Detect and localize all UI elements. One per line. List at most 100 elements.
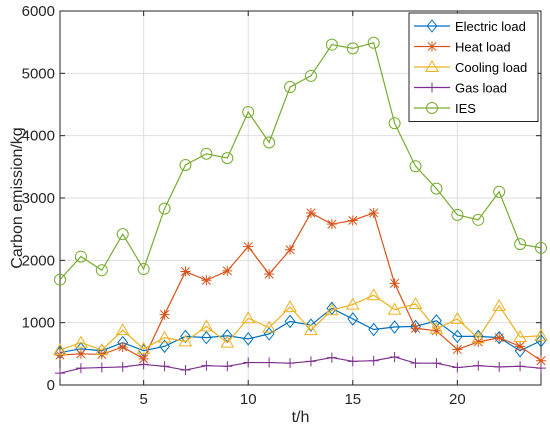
data-point-marker (536, 363, 546, 374)
data-point-marker (262, 320, 276, 333)
legend: Electric load Heat load Cooling load Gas lo… (408, 12, 539, 122)
data-point-marker (389, 320, 401, 334)
data-point-marker (389, 351, 400, 362)
data-point-marker (201, 275, 212, 286)
x-tick-label: 20 (449, 391, 466, 408)
data-point-marker (347, 215, 358, 226)
data-point-marker (54, 273, 66, 286)
data-point-marker (222, 265, 233, 276)
data-point-marker (493, 330, 505, 345)
data-point-marker (429, 321, 444, 334)
data-point-marker (368, 207, 379, 218)
data-point-marker (346, 42, 359, 55)
data-point-marker (425, 59, 439, 72)
data-point-marker (367, 36, 380, 49)
data-point-marker (199, 319, 214, 332)
data-point-marker (157, 330, 172, 343)
series-layer (53, 36, 548, 379)
legend-item: Heat load (414, 40, 511, 55)
data-point-marker (513, 329, 527, 343)
data-point-marker (201, 360, 212, 371)
data-point-marker (242, 332, 254, 346)
x-tick-label: 15 (344, 391, 361, 408)
data-point-marker (284, 314, 296, 329)
legend-label: Heat load (455, 40, 511, 55)
series-line (59, 42, 542, 281)
data-point-marker (347, 356, 358, 367)
series-line (59, 356, 542, 374)
data-point-marker (347, 312, 359, 326)
x-tick-label: 5 (139, 391, 147, 408)
data-point-marker (494, 361, 505, 372)
data-point-marker (345, 297, 360, 310)
data-point-marker (96, 362, 107, 373)
data-point-marker (387, 302, 402, 315)
y-axis-title: Carbon emission/kg (9, 127, 26, 268)
y-tick-label: 3000 (22, 190, 55, 207)
data-point-marker (305, 356, 316, 367)
data-point-marker (137, 263, 150, 276)
data-point-marker (408, 296, 423, 309)
series-cooling-load (53, 288, 548, 356)
data-point-marker (388, 117, 401, 130)
data-point-marker (451, 329, 463, 344)
data-point-marker (427, 82, 437, 93)
data-point-marker (117, 361, 128, 372)
data-point-marker (452, 362, 463, 373)
data-point-marker (55, 368, 65, 379)
data-point-marker (431, 358, 442, 369)
legend-label: Electric load (455, 19, 526, 34)
y-tick-label: 0 (47, 377, 55, 394)
data-point-marker (325, 38, 338, 51)
data-point-marker (473, 336, 484, 347)
data-point-marker (220, 335, 235, 348)
data-point-marker (304, 69, 317, 82)
data-point-marker (427, 41, 437, 52)
legend-item: Cooling load (414, 59, 527, 75)
data-point-marker (75, 348, 86, 359)
series-line (59, 294, 542, 351)
data-point-marker (242, 105, 255, 118)
data-point-marker (368, 322, 380, 337)
data-point-marker (285, 358, 296, 369)
x-axis-title: t/h (292, 409, 310, 426)
data-point-marker (450, 311, 465, 324)
y-tick-label: 5000 (22, 65, 55, 82)
data-point-marker (473, 360, 484, 371)
data-point-marker (431, 325, 442, 336)
data-point-marker (74, 250, 87, 263)
series-ies (54, 36, 547, 286)
legend-item: IES (414, 101, 476, 116)
data-point-marker (138, 359, 149, 370)
data-point-marker (452, 344, 463, 355)
data-point-marker (200, 147, 213, 160)
data-point-marker (222, 361, 233, 372)
axes (59, 10, 542, 386)
series-heat-load (55, 207, 546, 366)
legend-label: IES (455, 101, 476, 116)
data-point-marker (472, 213, 485, 226)
data-point-marker (304, 323, 318, 336)
data-point-marker (492, 298, 507, 311)
data-point-marker (283, 300, 297, 313)
data-point-marker (75, 363, 86, 374)
data-point-marker (158, 202, 171, 215)
x-tick-label: 10 (240, 391, 257, 408)
data-point-marker (116, 228, 129, 241)
data-point-marker (115, 323, 130, 336)
data-point-marker (426, 102, 438, 114)
data-point-marker (243, 357, 254, 368)
legend-label: Gas load (455, 81, 507, 96)
data-point-marker (494, 332, 505, 343)
data-point-marker (368, 355, 379, 366)
legend-item: Gas load (414, 81, 507, 96)
data-point-marker (138, 353, 149, 364)
data-point-marker (264, 269, 275, 280)
data-point-marker (159, 361, 170, 372)
data-point-marker (410, 323, 421, 334)
legend-item: Electric load (414, 19, 526, 34)
data-point-marker (305, 207, 316, 218)
data-point-marker (430, 182, 443, 195)
data-point-marker (180, 266, 191, 277)
